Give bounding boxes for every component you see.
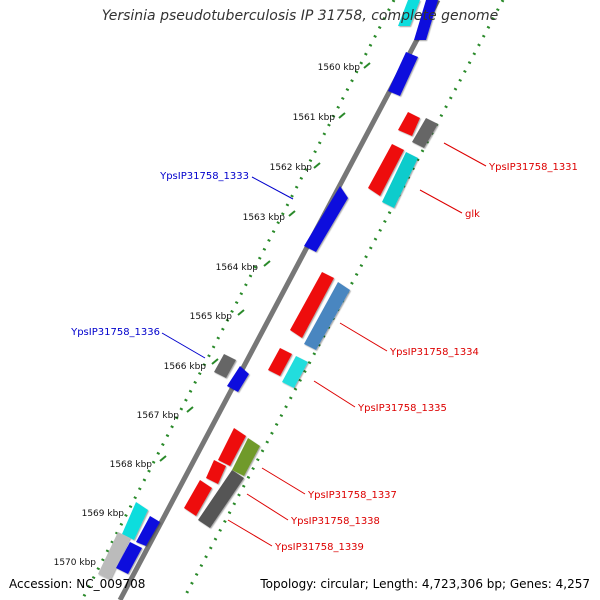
gene-label-ypsip31758-1337[interactable]: YpsIP31758_1337: [307, 490, 397, 501]
tick-mark-1566: [211, 358, 219, 365]
gene-feature-ypsip31758-1333[interactable]: [304, 186, 348, 252]
gene-feature-cyan-top[interactable]: [398, 0, 420, 26]
reverse-features: [184, 112, 438, 528]
tick-label-1563: 1563 kbp: [243, 213, 286, 223]
scale-ticks: 1560 kbp 1561 kbp 1562 kbp 1563 kbp 1564…: [54, 62, 371, 568]
gene-feature-ypsip31758-1331[interactable]: [412, 118, 438, 148]
tick-label-1561: 1561 kbp: [293, 113, 336, 123]
map-title: Yersinia pseudotuberculosis IP 31758, co…: [101, 8, 499, 24]
forward-features: [98, 0, 438, 580]
tick-mark-1564: [263, 260, 271, 267]
gene-feature-blue-1570[interactable]: [116, 542, 142, 574]
tick-label-1560: 1560 kbp: [318, 63, 361, 73]
gene-feature-blue-1569[interactable]: [136, 516, 160, 546]
gene-feature-glk[interactable]: [382, 152, 418, 208]
tick-mark-1567: [186, 406, 194, 413]
tick-mark-1561: [338, 112, 346, 119]
gene-feature-red-1567[interactable]: [218, 428, 246, 466]
tick-label-1567: 1567 kbp: [137, 411, 180, 421]
gene-label-ypsip31758-1336[interactable]: YpsIP31758_1336: [70, 327, 160, 338]
tick-label-1562: 1562 kbp: [270, 163, 313, 173]
gene-feature-ypsip31758-1338[interactable]: [198, 470, 244, 528]
gene-label-ypsip31758-1339[interactable]: YpsIP31758_1339: [274, 542, 364, 553]
accession-text: Accession: NC_009708: [9, 577, 146, 591]
gene-feature-gray-1570[interactable]: [98, 532, 130, 580]
genome-summary-text: Topology: circular; Length: 4,723,306 bp…: [260, 577, 590, 591]
gene-feature-ypsip31758-1336[interactable]: [214, 354, 236, 378]
gene-feature-blue-1566[interactable]: [227, 366, 249, 392]
gene-label-ypsip31758-1338[interactable]: YpsIP31758_1338: [290, 516, 380, 527]
gene-feature-blue-top[interactable]: [414, 0, 438, 40]
gene-feature-ypsip31758-1334[interactable]: [304, 282, 350, 350]
gene-labels: YpsIP31758_1331 glk YpsIP31758_1333 YpsI…: [70, 162, 578, 553]
tick-label-1570: 1570 kbp: [54, 558, 97, 568]
gene-feature-ypsip31758-1339[interactable]: [184, 480, 212, 516]
tick-mark-1565: [237, 309, 245, 316]
gene-label-ypsip31758-1331[interactable]: YpsIP31758_1331: [488, 162, 578, 173]
tick-mark-1563: [288, 210, 296, 217]
tick-label-1565: 1565 kbp: [190, 312, 233, 322]
gene-label-ypsip31758-1333[interactable]: YpsIP31758_1333: [159, 171, 249, 182]
gene-feature-red-1564[interactable]: [290, 272, 334, 338]
tick-label-1564: 1564 kbp: [216, 263, 259, 273]
gene-feature-ypsip31758-1337[interactable]: [232, 438, 260, 476]
gene-label-ypsip31758-1335[interactable]: YpsIP31758_1335: [357, 403, 447, 414]
tick-label-1568: 1568 kbp: [110, 460, 153, 470]
forward-tick-track: [80, 0, 396, 600]
gene-feature-blue-1560[interactable]: [388, 52, 418, 96]
gene-feature-cyan-1569[interactable]: [122, 502, 148, 540]
gene-label-glk[interactable]: glk: [465, 209, 480, 220]
tick-label-1566: 1566 kbp: [164, 362, 207, 372]
gene-label-ypsip31758-1334[interactable]: YpsIP31758_1334: [389, 347, 479, 358]
gene-feature-ypsip31758-1335[interactable]: [282, 356, 308, 388]
genome-backbone: [117, 0, 441, 600]
tick-label-1569: 1569 kbp: [82, 509, 125, 519]
gene-feature-red-1568[interactable]: [206, 460, 226, 484]
tick-mark-1560: [363, 62, 371, 69]
tick-mark-1562: [313, 162, 321, 169]
gene-feature-red-1566[interactable]: [268, 348, 292, 376]
gene-feature-red-1562[interactable]: [368, 144, 404, 196]
tick-mark-1568: [159, 455, 167, 462]
gene-feature-red-1561[interactable]: [398, 112, 420, 136]
label-leaders: [161, 142, 487, 547]
